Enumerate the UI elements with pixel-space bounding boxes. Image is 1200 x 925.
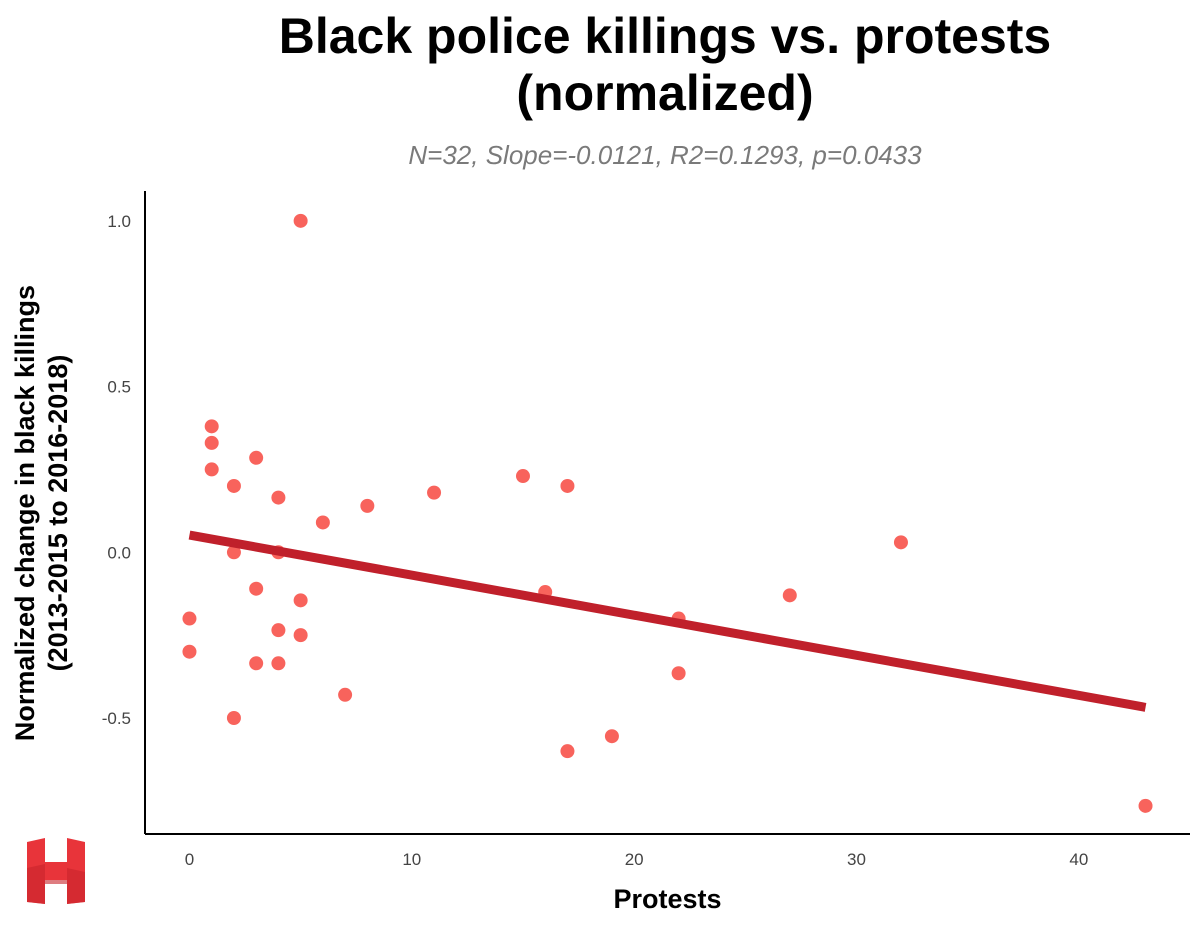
data-point [315, 515, 330, 530]
data-points [182, 213, 1153, 813]
chart-title: Black police killings vs. protests (norm… [150, 8, 1180, 122]
data-point [204, 462, 219, 477]
data-point [271, 656, 286, 671]
data-point [249, 656, 264, 671]
chart-title-line-1: Black police killings vs. protests [278, 8, 1052, 64]
data-point [427, 485, 442, 500]
data-point [182, 611, 197, 626]
x-tick-label: 20 [625, 850, 644, 869]
y-axis-label-line-1: Normalized change in black killings [10, 284, 40, 742]
data-point [1138, 798, 1153, 813]
y-tick-labels: -0.5 0.0 0.5 1.0 [102, 212, 131, 728]
regression-line [188, 530, 1147, 712]
data-point [293, 593, 308, 608]
x-axis-label: Protests [613, 884, 722, 914]
data-point [271, 623, 286, 638]
y-tick-label: 0.5 [107, 378, 131, 397]
data-point [604, 729, 619, 744]
x-tick-label: 10 [402, 850, 421, 869]
data-point [204, 419, 219, 434]
regression-line-group [188, 530, 1147, 712]
data-point [671, 666, 686, 681]
data-point [515, 469, 530, 484]
data-point [893, 535, 908, 550]
y-tick-label: 1.0 [107, 212, 131, 231]
x-tick-labels: 0 10 20 30 40 [185, 850, 1089, 869]
data-point [182, 644, 197, 659]
y-tick-label: -0.5 [102, 709, 131, 728]
data-point [293, 213, 308, 228]
data-point [226, 545, 241, 560]
data-point [782, 588, 797, 603]
data-point [204, 435, 219, 450]
data-point [560, 478, 575, 493]
x-tick-label: 0 [185, 850, 194, 869]
data-point [226, 478, 241, 493]
data-point [249, 450, 264, 465]
y-tick-label: 0.0 [107, 543, 131, 562]
chart-subtitle: N=32, Slope=-0.0121, R2=0.1293, p=0.0433 [408, 140, 922, 170]
h-logo-icon [27, 838, 85, 904]
x-tick-label: 40 [1069, 850, 1088, 869]
data-point [338, 687, 353, 702]
data-point [271, 490, 286, 505]
x-tick-label: 30 [847, 850, 866, 869]
data-point [360, 498, 375, 513]
data-point [293, 628, 308, 643]
chart-title-line-2: (normalized) [516, 65, 814, 121]
data-point [226, 710, 241, 725]
data-point [560, 744, 575, 759]
y-axis-label: Normalized change in black killings (201… [9, 233, 75, 793]
data-point [249, 581, 264, 596]
y-axis-label-line-2: (2013-2015 to 2016-2018) [43, 354, 73, 672]
